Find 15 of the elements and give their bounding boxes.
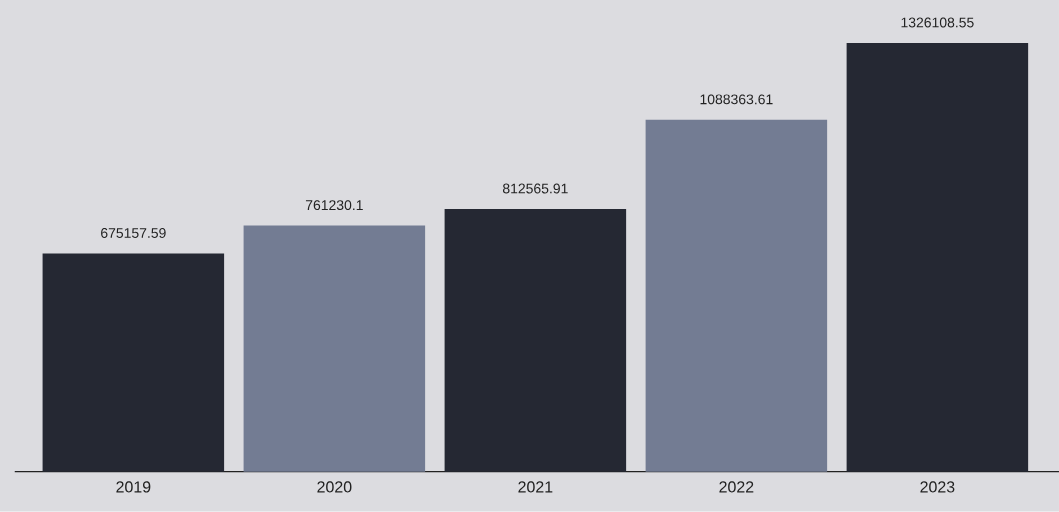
- x-tick-label: 2021: [518, 481, 553, 493]
- x-tick-label: 2020: [317, 481, 352, 493]
- bar: [846, 43, 1029, 472]
- data-label: 812565.91: [502, 183, 568, 194]
- data-label: 761230.1: [305, 200, 363, 211]
- x-tick-label: 2022: [719, 481, 754, 493]
- x-tick-label: 2019: [116, 481, 151, 493]
- bar: [243, 225, 426, 472]
- bar: [645, 119, 828, 472]
- bar: [444, 209, 627, 472]
- bar: [42, 253, 225, 472]
- data-label: 1326108.55: [901, 17, 974, 28]
- data-label: 1088363.61: [700, 94, 773, 105]
- x-tick-label: 2023: [920, 481, 955, 493]
- data-label: 675157.59: [101, 228, 166, 239]
